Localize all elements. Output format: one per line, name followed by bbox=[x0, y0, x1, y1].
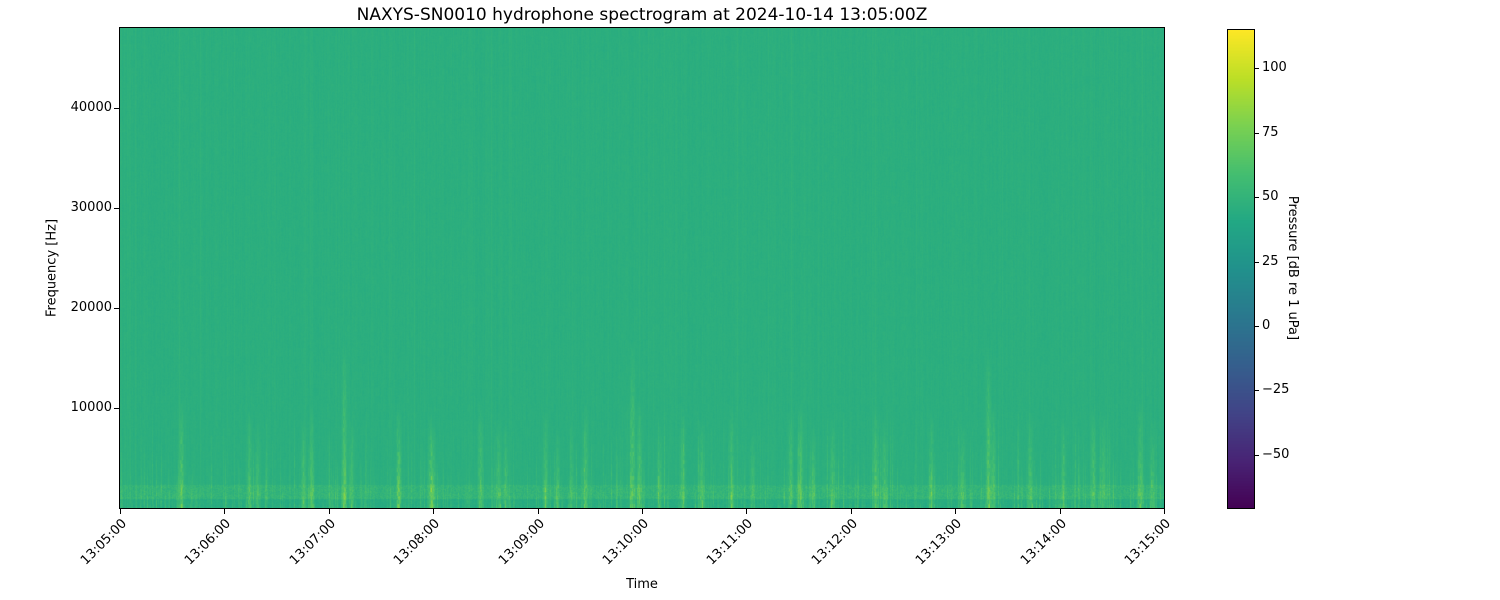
colorbar-tick-mark bbox=[1254, 454, 1259, 456]
x-tick-mark bbox=[120, 509, 121, 514]
x-tick-mark bbox=[850, 509, 852, 514]
x-axis-label: Time bbox=[626, 577, 658, 592]
x-tick-mark bbox=[224, 509, 226, 514]
colorbar-tick-mark bbox=[1254, 390, 1259, 392]
y-tick-mark bbox=[114, 408, 119, 409]
x-tick-mark bbox=[1164, 509, 1165, 514]
x-tick-label: 13:13:00 bbox=[913, 516, 966, 569]
colorbar-tick-label: 100 bbox=[1262, 60, 1287, 76]
y-tick-mark bbox=[114, 308, 119, 309]
y-tick-label: 40000 bbox=[70, 100, 112, 115]
x-tick-label: 13:05:00 bbox=[78, 516, 130, 569]
x-tick-label: 13:15:00 bbox=[1122, 516, 1174, 569]
colorbar-tick-mark bbox=[1254, 197, 1259, 199]
x-tick-mark bbox=[328, 509, 330, 514]
y-tick-label: 20000 bbox=[70, 300, 112, 315]
x-tick-label: 13:14:00 bbox=[1017, 516, 1070, 569]
x-tick-label: 13:06:00 bbox=[182, 516, 235, 569]
y-tick-mark bbox=[114, 108, 119, 109]
chart-title: NAXYS-SN0010 hydrophone spectrogram at 2… bbox=[356, 5, 928, 25]
colorbar-tick-label: 0 bbox=[1262, 317, 1271, 333]
colorbar-tick-label: 50 bbox=[1262, 189, 1279, 205]
x-tick-label: 13:08:00 bbox=[391, 516, 444, 569]
x-tick-mark bbox=[746, 509, 748, 514]
x-tick-label: 13:12:00 bbox=[808, 516, 861, 569]
colorbar-tick-mark bbox=[1254, 325, 1259, 327]
spectrogram-plot bbox=[120, 28, 1164, 508]
x-tick-mark bbox=[642, 509, 643, 514]
x-tick-mark bbox=[537, 509, 539, 514]
colorbar-tick-mark bbox=[1254, 68, 1259, 70]
colorbar-tick-mark bbox=[1254, 132, 1259, 134]
x-tick-label: 13:11:00 bbox=[704, 516, 757, 569]
y-tick-label: 30000 bbox=[70, 200, 112, 215]
colorbar-gradient bbox=[1228, 30, 1254, 508]
y-tick-label: 10000 bbox=[70, 400, 112, 415]
colorbar-tick-label: −50 bbox=[1262, 446, 1290, 462]
colorbar-label: Pressure [dB re 1 uPa] bbox=[1285, 195, 1300, 341]
x-tick-label: 13:09:00 bbox=[495, 516, 548, 569]
x-tick-label: 13:10:00 bbox=[600, 516, 652, 569]
colorbar-tick-mark bbox=[1254, 261, 1259, 263]
y-axis-label: Frequency [Hz] bbox=[44, 218, 60, 318]
x-tick-mark bbox=[955, 509, 957, 514]
colorbar-tick-label: −25 bbox=[1262, 382, 1290, 398]
x-tick-mark bbox=[1059, 509, 1061, 514]
colorbar-tick-label: 75 bbox=[1262, 124, 1279, 140]
x-tick-mark bbox=[433, 509, 435, 514]
spectrogram-canvas bbox=[120, 28, 1164, 508]
colorbar-tick-label: 25 bbox=[1262, 253, 1279, 269]
y-tick-mark bbox=[114, 208, 119, 209]
x-tick-label: 13:07:00 bbox=[286, 516, 339, 569]
